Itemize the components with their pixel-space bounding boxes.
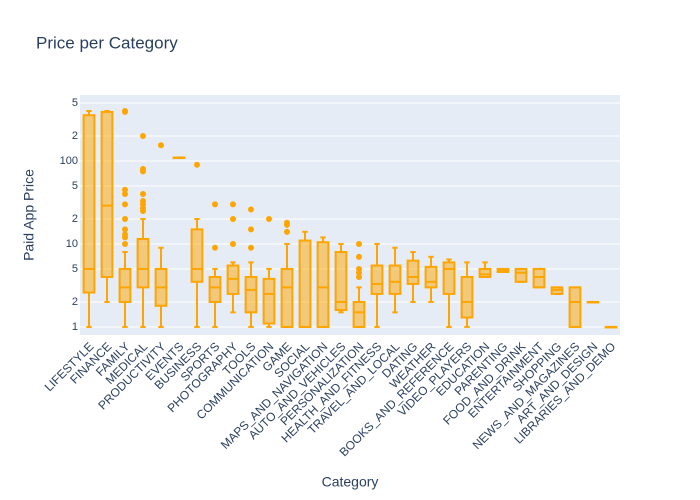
box	[118, 267, 132, 303]
box	[100, 110, 114, 278]
outlier	[140, 191, 146, 198]
box	[244, 275, 258, 314]
outlier	[158, 142, 164, 149]
outlier	[230, 201, 236, 208]
y-tick-label: 1	[72, 321, 78, 333]
outlier	[122, 108, 128, 115]
box	[82, 114, 96, 294]
outlier	[248, 226, 254, 233]
x-axis-title: Category	[322, 474, 379, 490]
box	[262, 277, 276, 325]
y-tick-label: 10	[66, 238, 78, 250]
outlier	[356, 240, 362, 247]
box	[442, 261, 456, 295]
y-tick-label: 2	[72, 213, 78, 225]
y-tick-label: 5	[72, 263, 78, 275]
outlier	[122, 201, 128, 208]
outlier	[122, 186, 128, 193]
box	[388, 264, 402, 295]
outlier	[248, 244, 254, 251]
outlier	[122, 191, 128, 198]
outlier	[248, 206, 254, 213]
box	[478, 267, 492, 278]
outlier	[122, 234, 128, 241]
y-tick-label: 2	[72, 130, 78, 142]
chart-title: Price per Category	[36, 33, 178, 52]
box	[334, 251, 348, 312]
outlier	[122, 215, 128, 222]
outlier	[122, 240, 128, 247]
outlier	[140, 168, 146, 175]
outlier	[212, 244, 218, 251]
y-axis-title: Paid App Price	[21, 169, 37, 261]
outlier	[284, 228, 290, 235]
plot-area	[80, 95, 620, 335]
outlier	[122, 226, 128, 233]
box	[424, 265, 438, 289]
box	[208, 275, 222, 303]
outlier	[230, 215, 236, 222]
box	[370, 264, 384, 295]
box	[532, 267, 546, 289]
box	[316, 241, 330, 328]
outlier	[266, 215, 272, 222]
y-tick-label: 5	[72, 180, 78, 192]
box	[298, 239, 312, 328]
outlier	[356, 273, 362, 280]
box	[514, 267, 528, 283]
outlier	[194, 161, 200, 168]
box	[460, 275, 474, 319]
outlier	[212, 201, 218, 208]
box	[280, 267, 294, 328]
outlier	[140, 133, 146, 140]
outlier	[140, 207, 146, 214]
box	[568, 286, 582, 328]
box	[352, 300, 366, 328]
y-tick-label: 100	[60, 155, 78, 167]
box	[406, 259, 420, 285]
y-tick-label: 2	[72, 296, 78, 308]
box	[190, 228, 204, 283]
outlier	[284, 219, 290, 226]
outlier	[230, 240, 236, 247]
outlier	[356, 265, 362, 272]
outlier	[356, 253, 362, 260]
box	[136, 237, 150, 289]
y-tick-label: 5	[72, 97, 78, 109]
